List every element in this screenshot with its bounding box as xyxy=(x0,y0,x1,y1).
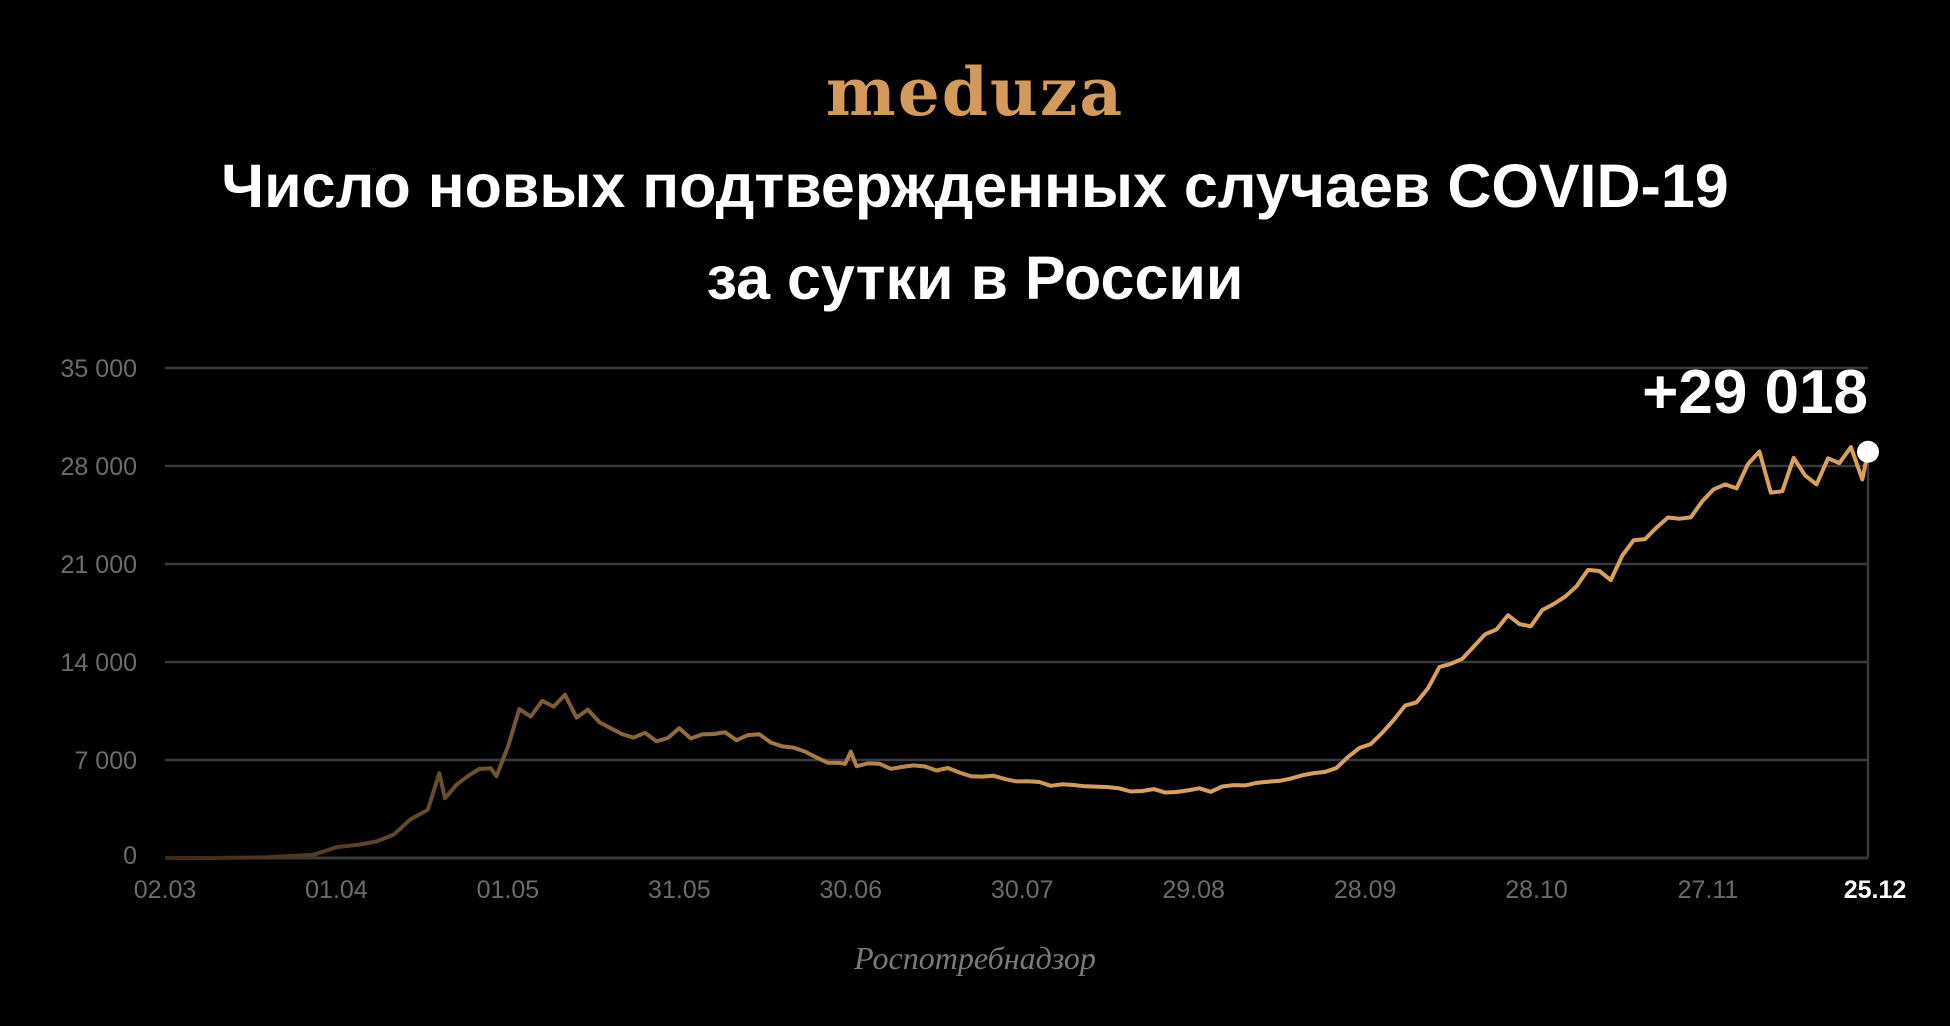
x-tick-label: 29.08 xyxy=(1162,876,1225,904)
x-tick-label: 25.12 xyxy=(1844,876,1907,904)
y-tick-label: 28 000 xyxy=(61,453,137,481)
chart-title: Число новых подтвержденных случаев COVID… xyxy=(0,140,1950,324)
x-tick-label: 01.04 xyxy=(305,876,368,904)
y-axis-ticks: 0 7 000 14 000 21 000 28 000 35 000 xyxy=(61,355,137,870)
x-tick-label: 01.05 xyxy=(477,876,540,904)
x-tick-label: 28.10 xyxy=(1505,876,1568,904)
gridlines xyxy=(165,366,1870,860)
x-tick-label: 27.11 xyxy=(1678,876,1739,904)
meduza-logo: meduza xyxy=(825,53,1125,131)
x-tick-label: 30.07 xyxy=(991,876,1054,904)
data-source: Роспотребнадзор xyxy=(854,940,1096,976)
chart-title-line-2: за сутки в России xyxy=(706,244,1244,312)
y-tick-label: 35 000 xyxy=(61,355,137,383)
x-tick-label: 02.03 xyxy=(134,876,197,904)
x-tick-label: 30.06 xyxy=(819,876,882,904)
chart-title-line-1: Число новых подтвержденных случаев COVID… xyxy=(221,152,1729,220)
y-tick-label: 0 xyxy=(123,842,137,870)
series-line xyxy=(165,445,1870,860)
x-tick-label: 28.09 xyxy=(1334,876,1397,904)
last-value-label: +29 018 xyxy=(1642,358,1868,427)
last-point-marker xyxy=(1857,440,1879,463)
y-tick-label: 21 000 xyxy=(61,551,137,579)
x-axis-ticks: 02.03 01.04 01.05 31.05 30.06 30.07 29.08 28.09… xyxy=(134,876,1907,904)
y-tick-label: 14 000 xyxy=(61,649,137,677)
y-tick-label: 7 000 xyxy=(74,747,137,775)
x-tick-label: 31.05 xyxy=(648,876,711,904)
